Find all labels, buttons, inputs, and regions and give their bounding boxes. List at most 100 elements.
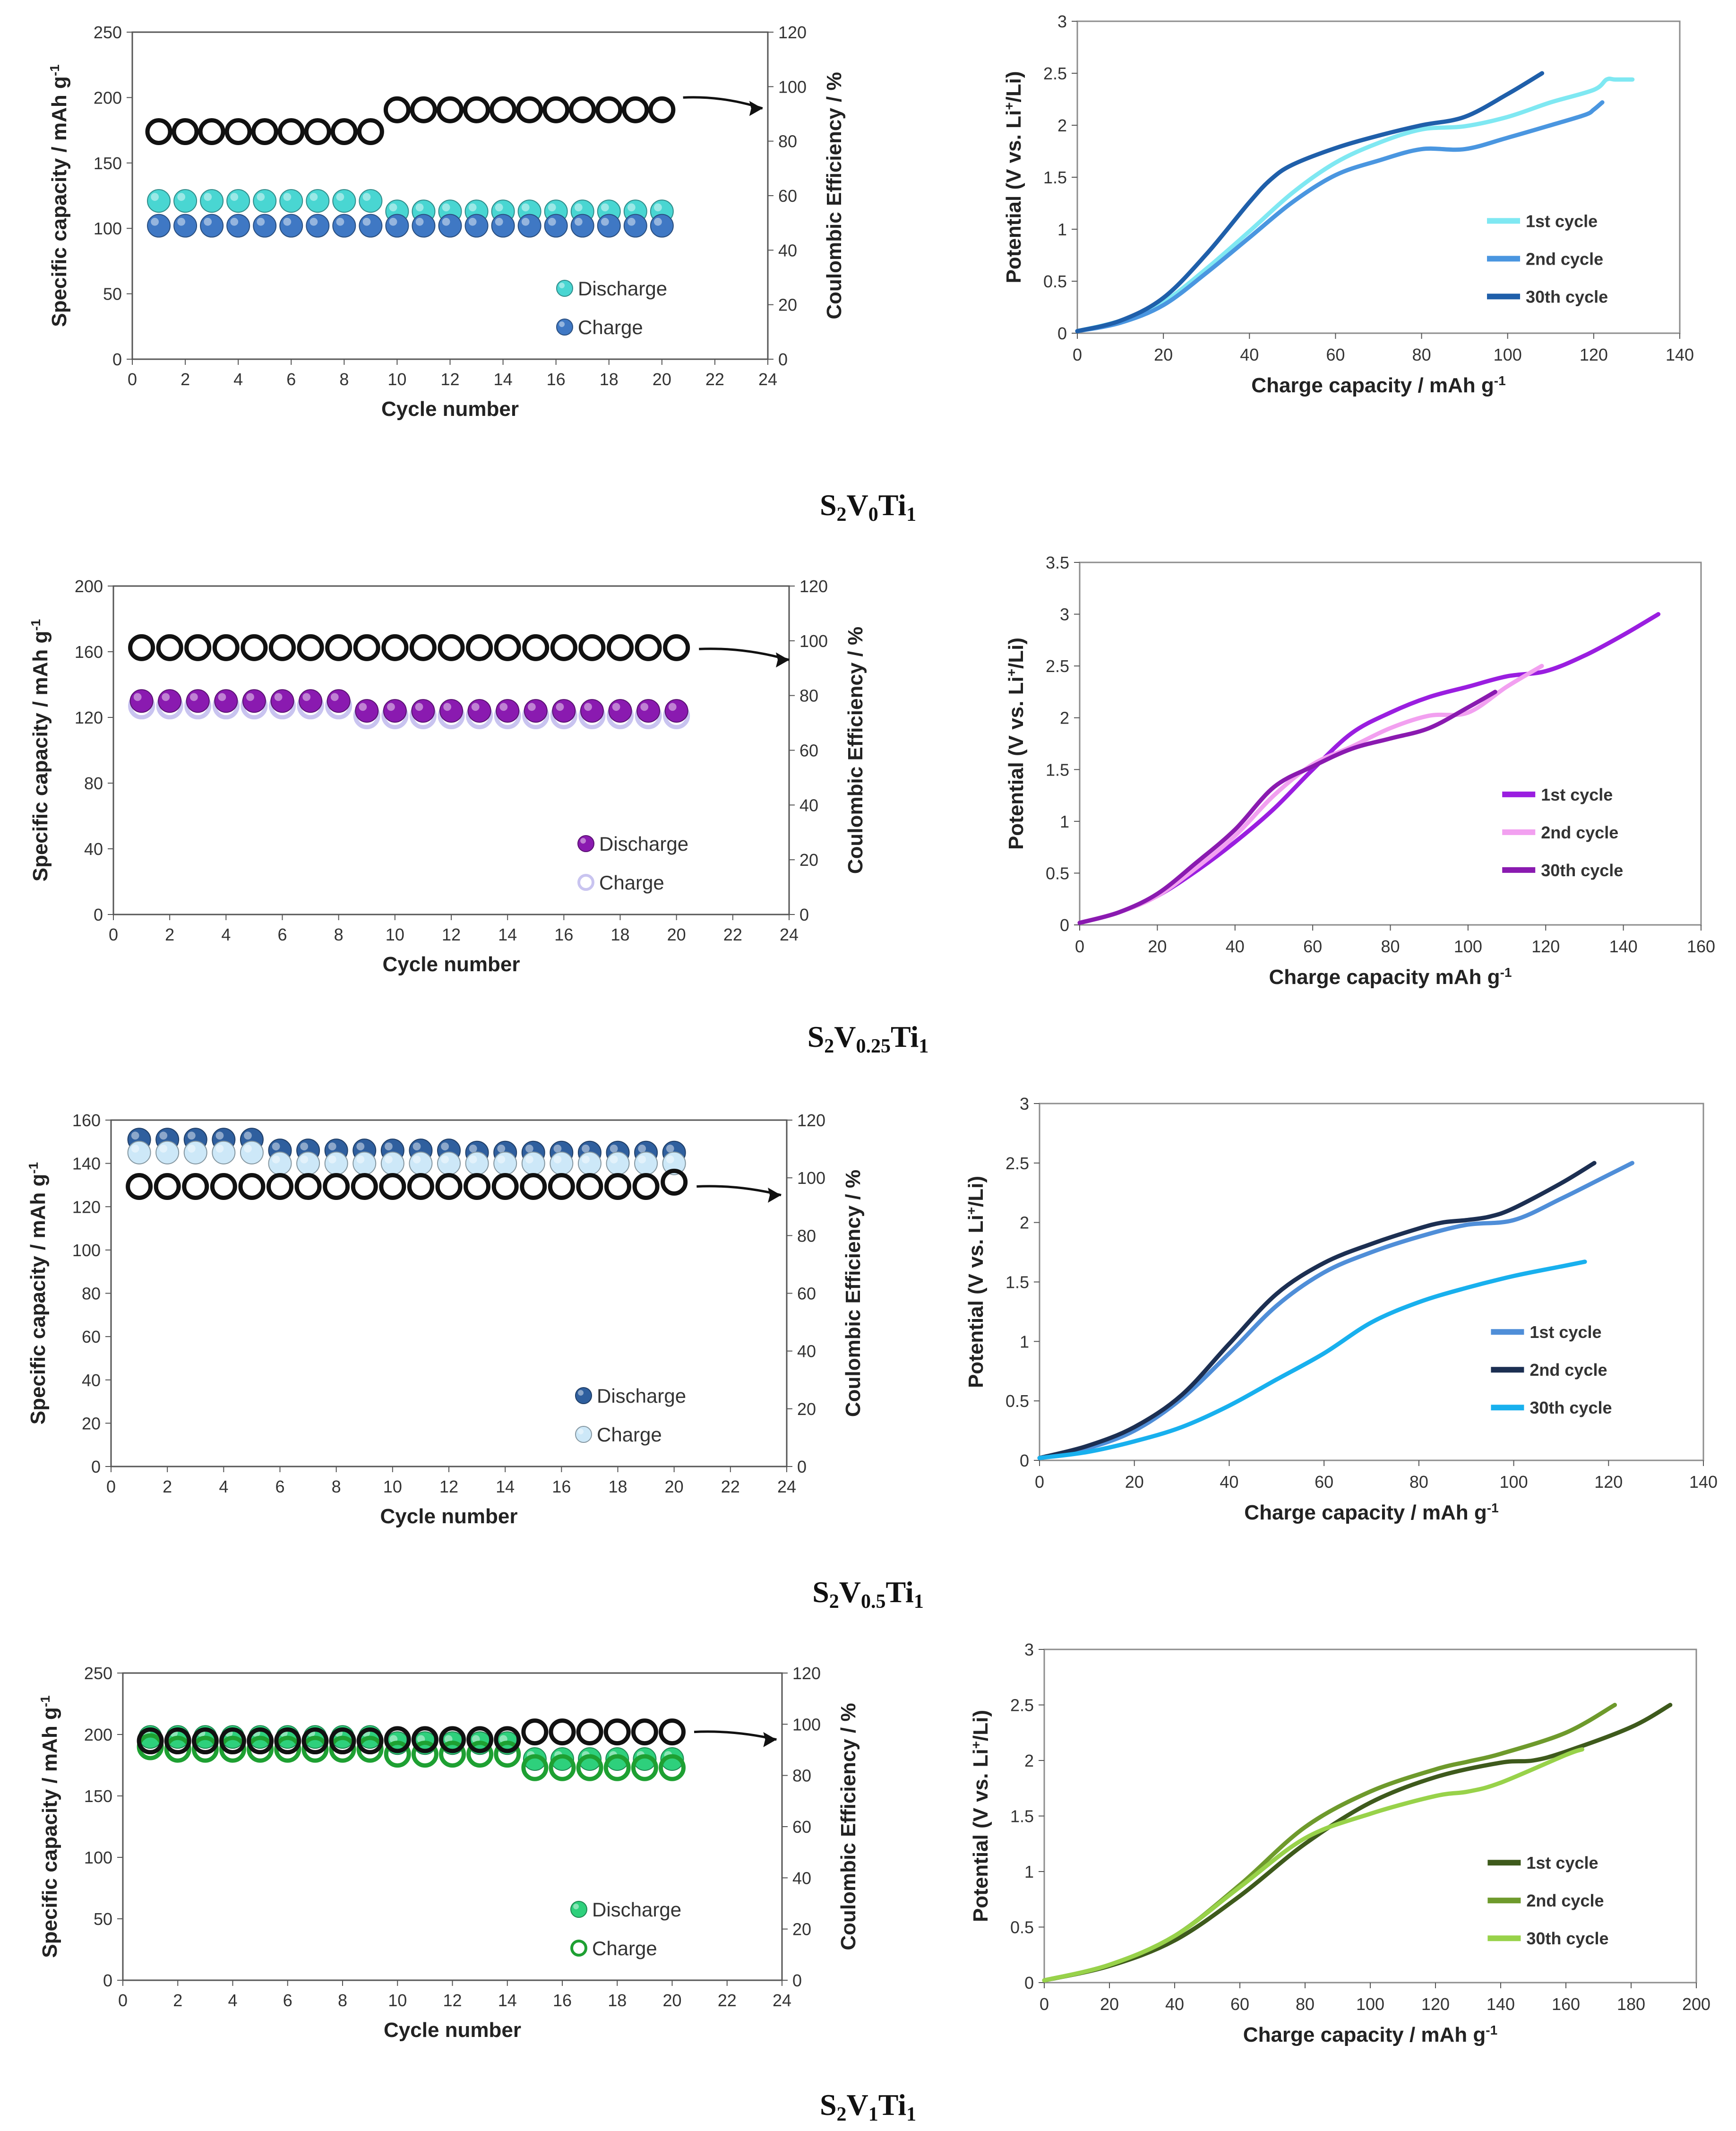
data-point-highlight <box>359 703 367 711</box>
legend-marker <box>570 1901 587 1918</box>
data-point-highlight <box>441 1155 449 1164</box>
y-tick-label: 1.5 <box>1046 760 1069 779</box>
y-tick-label: 2.5 <box>1046 656 1069 676</box>
legend-marker-highlight <box>578 1390 584 1396</box>
legend-label: 2nd cycle <box>1530 1360 1607 1380</box>
y-tick-label: 2 <box>1024 1751 1034 1770</box>
y-axis-label: Specific capacity / mAh g-1 <box>38 1695 62 1958</box>
data-point <box>173 189 198 213</box>
x-axis-label: Charge capacity / mAh g-1 <box>1243 2023 1497 2047</box>
x-tick-label: 100 <box>1356 1994 1384 2014</box>
x-tick-label: 6 <box>286 370 296 389</box>
x-tick-label: 0 <box>118 1991 128 2010</box>
data-point-highlight <box>177 217 186 226</box>
data-point-highlight <box>230 193 239 201</box>
y-tick-label: 3 <box>1057 12 1067 31</box>
data-point <box>381 634 409 661</box>
y-axis-label: Potential (V vs. Li+/Li) <box>964 1176 988 1388</box>
x-tick-label: 8 <box>339 370 349 389</box>
data-point <box>463 96 490 123</box>
data-point-highlight <box>215 1131 224 1140</box>
data-point <box>622 96 649 123</box>
data-point-highlight <box>553 1155 562 1164</box>
data-point <box>183 1140 207 1165</box>
data-point-highlight <box>612 703 620 711</box>
data-point <box>173 214 198 238</box>
x-tick-label: 80 <box>1409 1472 1428 1492</box>
data-point <box>580 699 604 723</box>
x-tick-label: 16 <box>554 925 573 944</box>
data-point-highlight <box>309 193 318 201</box>
y-tick-label: 3.5 <box>1046 553 1069 572</box>
data-point <box>155 1140 180 1165</box>
data-point-highlight <box>159 1131 168 1140</box>
data-point-highlight <box>574 203 583 212</box>
x-tick-label: 12 <box>440 370 459 389</box>
y-tick-label: 80 <box>84 774 103 793</box>
y-tick-label: 200 <box>94 88 122 107</box>
data-point <box>279 189 303 213</box>
data-point <box>411 1741 438 1768</box>
data-point-highlight <box>441 1142 449 1151</box>
cycling-chart-3: 0 2 4 6 8 10 12 14 16 18 20 22 240501001502002500204… <box>38 1664 860 2042</box>
data-point-highlight <box>413 1142 421 1151</box>
series-line <box>1077 690 1497 925</box>
data-point <box>172 118 199 145</box>
legend-label: Discharge <box>578 277 667 300</box>
data-point <box>191 1727 219 1755</box>
data-point <box>384 1726 411 1753</box>
data-point-highlight <box>177 193 186 201</box>
y-tick-label: 150 <box>84 1786 112 1806</box>
data-point <box>380 1151 404 1175</box>
data-point <box>154 1173 181 1200</box>
data-point-highlight <box>356 1142 365 1151</box>
data-point <box>212 1140 236 1165</box>
y-axis-label: Potential (V vs. Li+/Li) <box>1004 638 1028 850</box>
series-line <box>1042 1747 1584 1983</box>
legend-marker-highlight <box>578 1429 584 1434</box>
y2-tick-label: 60 <box>799 741 818 760</box>
data-point-highlight <box>584 703 592 711</box>
data-point-highlight <box>131 1131 139 1140</box>
data-point <box>147 214 171 238</box>
data-point-highlight <box>300 1155 309 1164</box>
data-point <box>467 699 491 723</box>
legend-marker <box>556 319 573 336</box>
x-tick-label: 6 <box>277 925 287 944</box>
y2-tick-label: 100 <box>778 77 807 96</box>
data-point <box>576 1173 603 1200</box>
data-point-highlight <box>131 1144 139 1153</box>
data-point <box>550 634 577 661</box>
data-point <box>383 96 411 123</box>
x-axis-label: Charge capacity mAh g-1 <box>1269 965 1512 989</box>
data-point <box>297 634 324 661</box>
data-point <box>578 634 606 661</box>
series-line <box>1042 1703 1673 1983</box>
data-point <box>603 1718 631 1746</box>
y2-tick-label: 80 <box>797 1226 816 1245</box>
data-point <box>323 1173 350 1200</box>
x-tick-label: 10 <box>387 370 406 389</box>
x-tick-label: 22 <box>705 370 724 389</box>
y-tick-label: 120 <box>75 708 103 727</box>
x-tick-label: 0 <box>106 1477 116 1496</box>
x-tick-label: 12 <box>439 1477 458 1496</box>
data-point <box>214 689 238 713</box>
data-point <box>520 1173 547 1200</box>
legend-marker <box>575 1426 592 1443</box>
y2-tick-label: 100 <box>792 1715 821 1734</box>
y-tick-label: 0.5 <box>1010 1918 1034 1937</box>
data-point <box>662 1151 686 1175</box>
y-tick-label: 250 <box>94 23 122 42</box>
data-point <box>548 1173 575 1200</box>
data-point-highlight <box>283 217 292 226</box>
data-point <box>491 214 515 238</box>
y-tick-label: 0 <box>1057 324 1067 343</box>
data-point-highlight <box>525 1155 533 1164</box>
data-point <box>409 634 437 661</box>
data-point <box>659 1718 686 1746</box>
data-point <box>351 1173 378 1200</box>
data-point-highlight <box>387 703 395 711</box>
data-point <box>294 1173 322 1200</box>
x-tick-label: 60 <box>1315 1472 1333 1492</box>
